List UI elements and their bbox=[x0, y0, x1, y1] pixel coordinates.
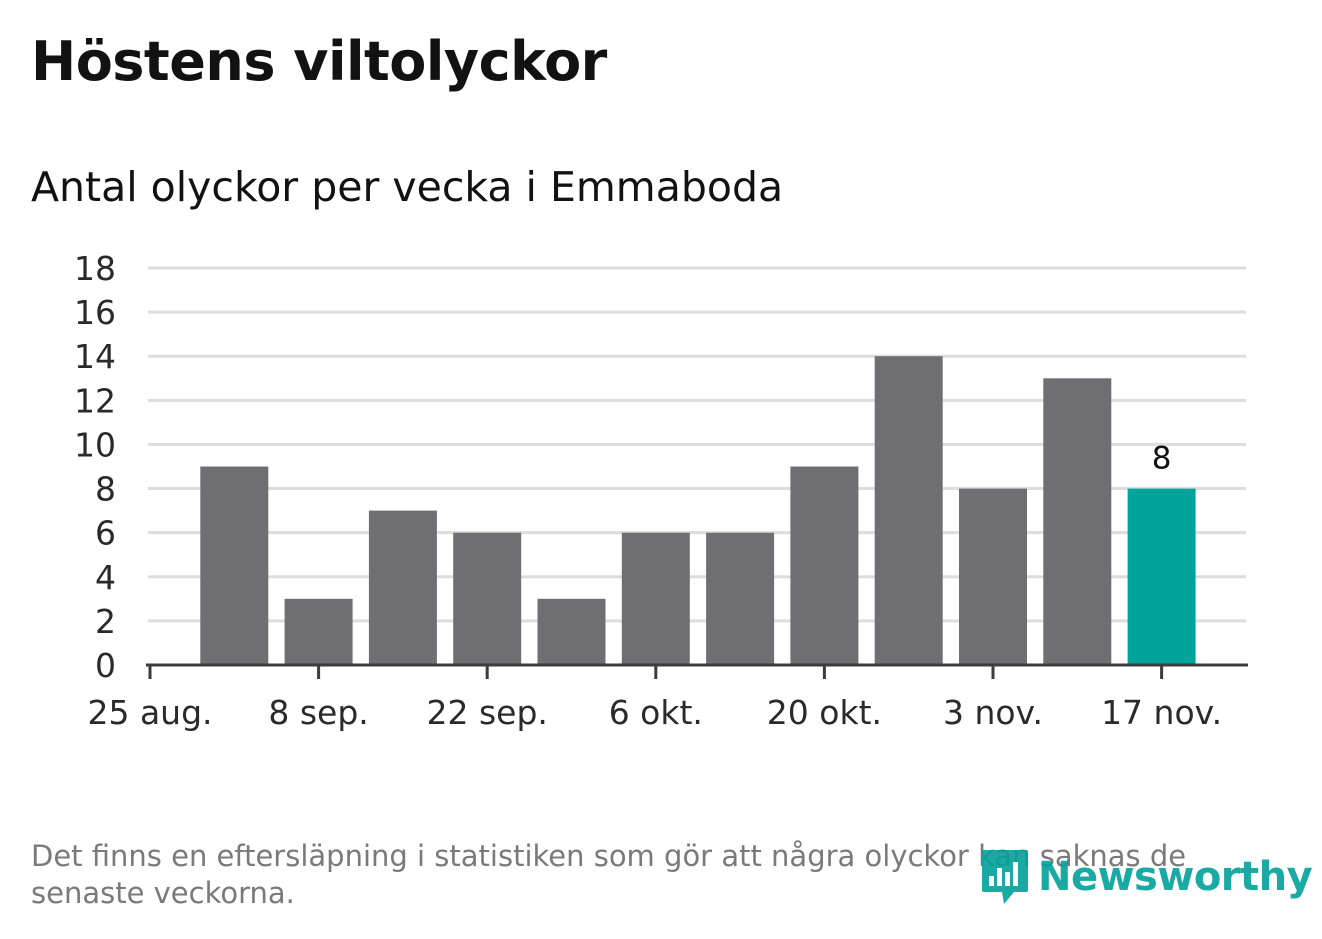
y-tick-label: 18 bbox=[74, 249, 116, 288]
y-tick-label: 2 bbox=[95, 602, 116, 641]
bar bbox=[453, 532, 522, 665]
bar bbox=[790, 466, 859, 665]
x-tick-label: 8 sep. bbox=[268, 693, 368, 732]
bars bbox=[200, 356, 1196, 665]
bar bbox=[1043, 378, 1112, 665]
y-tick-label: 8 bbox=[95, 470, 116, 509]
brand-name: Newsworthy bbox=[1038, 854, 1313, 900]
x-tick-label: 25 aug. bbox=[87, 693, 212, 732]
bar bbox=[368, 510, 437, 665]
bar bbox=[959, 488, 1027, 665]
y-tick-label: 0 bbox=[95, 646, 116, 685]
y-tick-label: 10 bbox=[74, 425, 116, 464]
bar-chart: 8 0 2 4 6 8 10 12 14 16 18 25 aug. 8 sep. 22 sep. 6 o… bbox=[74, 249, 1248, 732]
bar bbox=[200, 466, 269, 665]
y-tick-label: 6 bbox=[95, 514, 116, 553]
axes: 0 2 4 6 8 10 12 14 16 18 25 aug. 8 sep. 22 sep. 6 okt… bbox=[74, 249, 1248, 732]
x-tick-label: 17 nov. bbox=[1101, 693, 1222, 732]
x-tick-label: 22 sep. bbox=[426, 693, 547, 732]
x-tick-label: 6 okt. bbox=[609, 693, 703, 732]
newsworthy-chart-icon bbox=[982, 850, 1028, 904]
bar bbox=[874, 356, 943, 665]
bar bbox=[706, 532, 775, 665]
data-label: 8 bbox=[1152, 441, 1172, 477]
y-tick-label: 14 bbox=[74, 337, 116, 376]
bar bbox=[284, 598, 353, 665]
chart-subtitle: Antal olyckor per vecka i Emmaboda bbox=[31, 163, 784, 211]
bar bbox=[621, 532, 690, 665]
bar bbox=[537, 598, 606, 665]
y-tick-label: 16 bbox=[74, 293, 116, 332]
x-tick-label: 3 nov. bbox=[943, 693, 1043, 732]
chart-title: Höstens viltolyckor bbox=[31, 30, 607, 93]
newsworthy-logo: Newsworthy bbox=[980, 848, 1313, 906]
x-tick-label: 20 okt. bbox=[767, 693, 882, 732]
bar bbox=[1127, 488, 1196, 665]
data-labels: 8 bbox=[1152, 441, 1172, 477]
y-tick-label: 12 bbox=[74, 381, 116, 420]
y-tick-label: 4 bbox=[95, 558, 116, 597]
